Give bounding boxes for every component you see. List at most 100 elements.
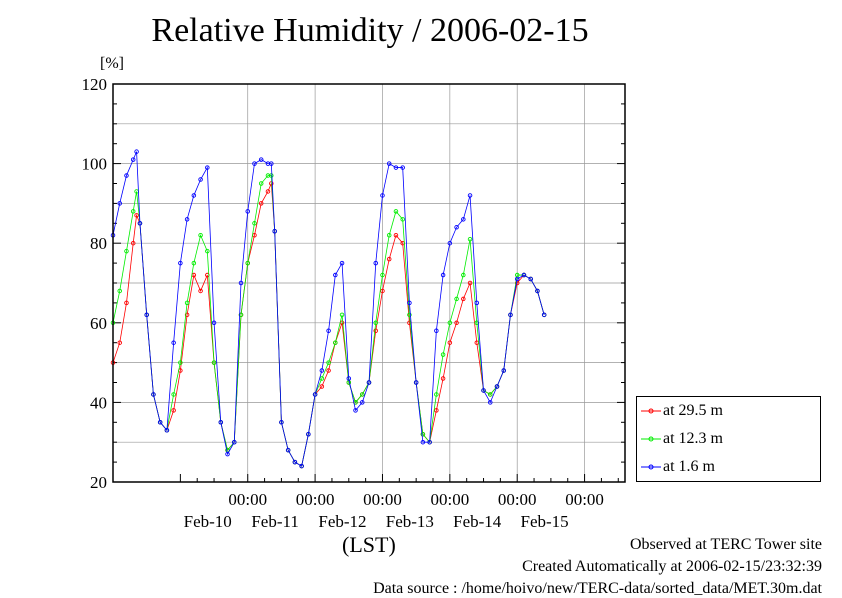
data-point [393, 165, 399, 170]
data-point [400, 217, 405, 222]
data-point [258, 181, 264, 186]
x-tick-time: 00:00 [430, 490, 469, 509]
data-point [360, 392, 365, 397]
data-point [184, 312, 190, 318]
series-at-1-6-m [110, 149, 547, 469]
data-point [299, 463, 304, 469]
data-point [326, 328, 331, 334]
legend: at 29.5 m at 12.3 m at 1.6 m [636, 396, 821, 482]
footer-data-source: Data source : /home/hoivo/new/TERC-data/… [373, 580, 822, 597]
data-point [461, 296, 466, 302]
legend-swatch-blue [641, 464, 661, 470]
x-tick-time: 00:00 [565, 490, 604, 509]
legend-label: at 1.6 m [663, 458, 715, 475]
data-point [434, 408, 439, 413]
data-point [508, 312, 513, 318]
data-point [488, 392, 493, 397]
data-point [440, 376, 446, 381]
y-tick-label: 80 [90, 234, 107, 253]
data-point [474, 300, 480, 306]
y-tick-label: 60 [90, 314, 107, 333]
data-point [386, 232, 392, 238]
data-point [454, 320, 459, 326]
legend-item-12-3m: at 12.3 m [637, 430, 820, 450]
data-point [467, 236, 473, 242]
data-point [528, 276, 533, 282]
data-point [481, 388, 486, 393]
x-tick-time: 00:00 [296, 490, 335, 509]
data-point [191, 260, 197, 266]
series-line [112, 183, 545, 467]
x-tick-time: 00:00 [228, 490, 267, 509]
data-point [225, 451, 230, 457]
legend-item-1-6m: at 1.6 m [637, 458, 820, 478]
data-point [467, 280, 473, 286]
data-point [400, 165, 405, 170]
data-point [413, 380, 419, 385]
data-point [407, 312, 412, 318]
data-point [346, 376, 352, 381]
data-point [211, 320, 217, 326]
data-point [353, 408, 358, 413]
x-tick-date: Feb-14 [453, 512, 502, 531]
data-point [434, 392, 439, 397]
data-point [144, 312, 149, 318]
data-point [501, 368, 506, 373]
data-point [333, 272, 338, 278]
data-point [326, 360, 331, 365]
legend-label: at 29.5 m [663, 402, 723, 419]
chart-title: Relative Humidity / 2006-02-15 [151, 12, 589, 49]
data-point [440, 272, 446, 278]
data-point [319, 368, 325, 373]
data-point [434, 328, 439, 334]
x-tick-date: Feb-12 [318, 512, 366, 531]
legend-swatch-green [641, 436, 661, 442]
x-tick-date: Feb-10 [184, 512, 232, 531]
data-point [198, 177, 203, 182]
data-point [285, 447, 291, 453]
y-tick-label: 40 [90, 393, 107, 412]
data-point [272, 229, 277, 234]
data-point [386, 256, 392, 262]
data-point [326, 368, 331, 373]
data-point [238, 312, 244, 318]
data-point [319, 384, 325, 389]
data-point [198, 288, 203, 294]
data-point [178, 360, 183, 365]
data-point [312, 392, 318, 397]
data-point [541, 312, 547, 318]
data-point [393, 209, 399, 214]
data-point [440, 352, 446, 357]
data-point [407, 300, 412, 306]
legend-swatch-red [641, 408, 661, 414]
series-at-29-5-m [110, 181, 547, 469]
data-point [521, 272, 527, 278]
footer-created: Created Automatically at 2006-02-15/23:3… [522, 558, 822, 575]
data-point [467, 193, 473, 198]
data-point [191, 193, 197, 198]
data-point [279, 420, 284, 425]
y-tick-label: 120 [82, 75, 108, 94]
data-point [178, 260, 183, 266]
data-point [151, 392, 156, 397]
data-point [117, 201, 122, 206]
data-point [292, 459, 298, 465]
data-point [258, 157, 264, 162]
data-point [393, 232, 399, 238]
data-point [535, 288, 540, 294]
data-point [447, 240, 453, 246]
data-point [157, 420, 163, 425]
data-point [218, 420, 224, 425]
data-point [339, 312, 345, 318]
x-tick-date: Feb-13 [386, 512, 434, 531]
data-point [134, 213, 139, 218]
data-point [488, 400, 493, 405]
data-point [171, 340, 176, 345]
data-point [461, 272, 466, 278]
data-point [333, 340, 338, 345]
data-point [124, 300, 129, 306]
data-point [447, 340, 453, 345]
legend-item-29-5m: at 29.5 m [637, 402, 820, 422]
data-point [252, 161, 257, 166]
data-point [373, 320, 378, 326]
